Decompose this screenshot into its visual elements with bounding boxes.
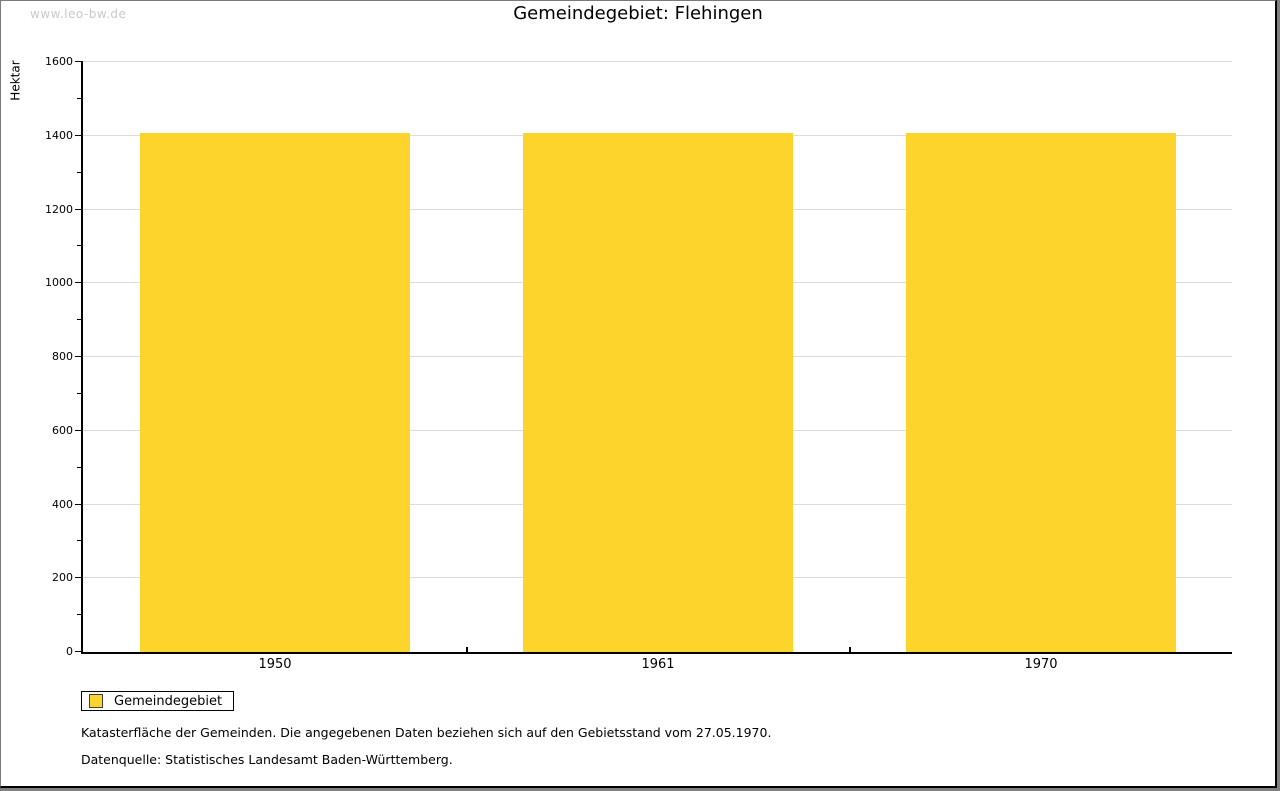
y-major-tick	[75, 356, 81, 357]
y-tick-label: 0	[66, 645, 73, 658]
gridline	[83, 61, 1232, 62]
y-major-tick	[75, 61, 81, 62]
y-tick-label: 1400	[45, 128, 73, 142]
y-tick-label: 200	[52, 571, 73, 585]
y-major-tick	[75, 651, 81, 652]
footnote-source-note: Katasterfläche der Gemeinden. Die angege…	[81, 725, 772, 740]
bar	[906, 133, 1176, 652]
footnote-data-source: Datenquelle: Statistisches Landesamt Bad…	[81, 752, 453, 767]
y-axis-label: Hektar	[8, 60, 23, 101]
y-tick-label: 1600	[45, 55, 73, 68]
y-tick-label: 600	[52, 423, 73, 437]
y-minor-tick	[77, 319, 81, 321]
y-tick-label: 800	[52, 350, 73, 363]
y-major-tick	[75, 429, 81, 431]
y-axis-line	[81, 61, 83, 654]
bar	[523, 133, 793, 652]
y-minor-tick	[77, 540, 81, 542]
y-major-tick	[75, 282, 81, 284]
y-tick-label: 1200	[45, 202, 73, 216]
bar	[140, 133, 410, 652]
y-minor-tick	[77, 245, 81, 247]
chart-title: Gemeindegebiet: Flehingen	[513, 3, 763, 24]
y-major-tick	[75, 577, 81, 579]
x-boundary-tick	[849, 647, 851, 652]
watermark-url: www.leo-bw.de	[30, 7, 127, 21]
y-tick-label: 400	[52, 497, 73, 511]
legend-series-label: Gemeindegebiet	[114, 693, 223, 709]
x-axis-line	[81, 652, 1232, 654]
y-minor-tick	[77, 97, 81, 99]
y-major-tick	[75, 208, 81, 210]
y-tick-label: 1000	[45, 276, 73, 290]
x-category-label: 1970	[1024, 657, 1058, 672]
legend-swatch-icon	[89, 694, 103, 708]
x-category-label: 1961	[641, 657, 675, 672]
legend-box: Gemeindegebiet	[81, 691, 235, 711]
x-category-label: 1950	[258, 657, 292, 672]
y-minor-tick	[77, 614, 81, 616]
y-minor-tick	[77, 466, 81, 468]
y-minor-tick	[77, 392, 81, 394]
x-boundary-tick	[466, 647, 468, 652]
y-major-tick	[75, 134, 81, 136]
y-minor-tick	[77, 171, 81, 173]
y-major-tick	[75, 503, 81, 505]
